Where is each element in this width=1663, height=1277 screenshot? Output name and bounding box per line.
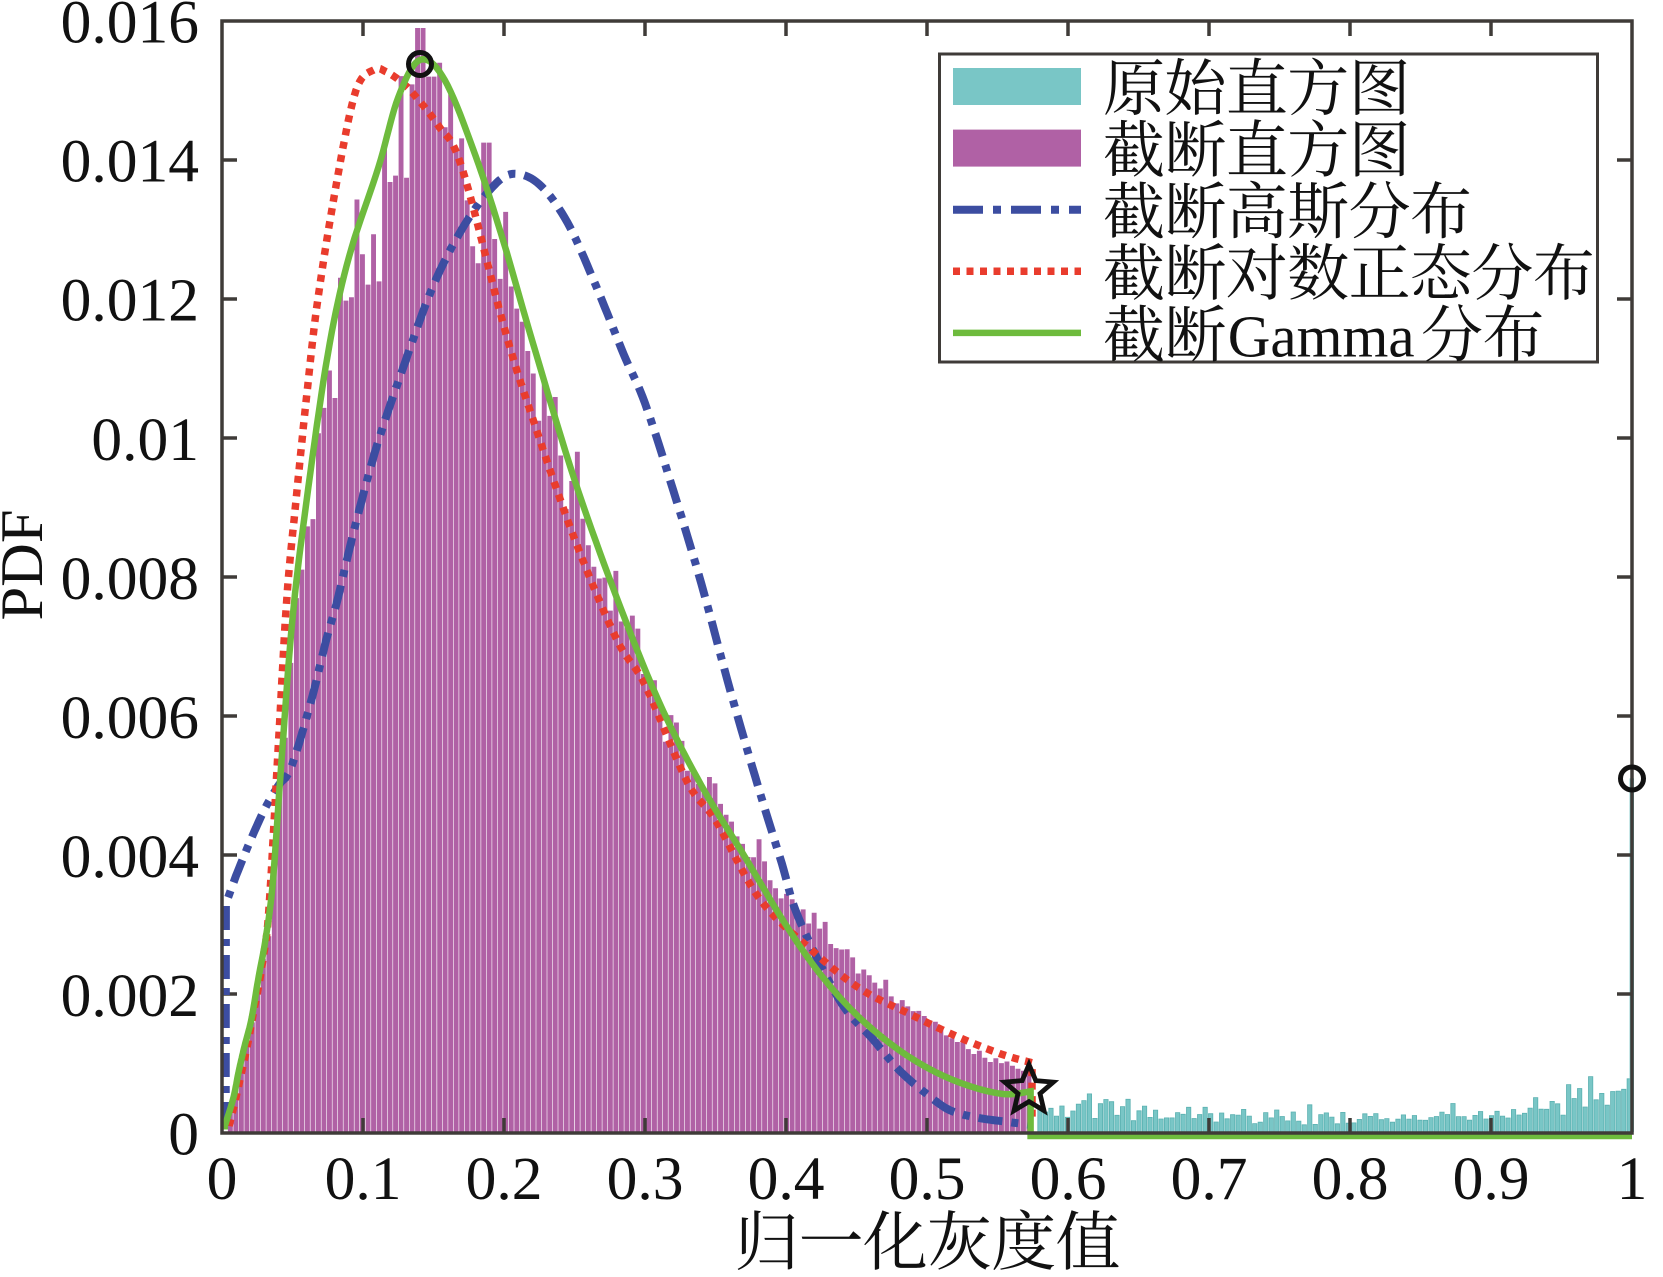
svg-text:Gamma: Gamma xyxy=(1228,304,1415,370)
svg-text:0.004: 0.004 xyxy=(61,823,199,891)
svg-text:0.7: 0.7 xyxy=(1171,1145,1248,1213)
svg-text:0: 0 xyxy=(207,1145,238,1213)
svg-text:0.006: 0.006 xyxy=(61,684,199,752)
svg-text:0.3: 0.3 xyxy=(607,1145,684,1213)
svg-text:0.002: 0.002 xyxy=(61,962,199,1030)
svg-text:0.1: 0.1 xyxy=(325,1145,402,1213)
svg-text:0.012: 0.012 xyxy=(61,267,199,335)
svg-text:0.01: 0.01 xyxy=(91,406,199,474)
svg-text:0: 0 xyxy=(168,1101,199,1169)
svg-text:0.4: 0.4 xyxy=(748,1145,825,1213)
svg-text:0.6: 0.6 xyxy=(1030,1145,1107,1213)
svg-text:PDF: PDF xyxy=(0,510,56,621)
svg-text:0.016: 0.016 xyxy=(61,0,199,57)
svg-text:0.5: 0.5 xyxy=(889,1145,966,1213)
svg-text:0.014: 0.014 xyxy=(61,128,199,196)
svg-text:0.2: 0.2 xyxy=(466,1145,543,1213)
svg-text:0.008: 0.008 xyxy=(61,545,199,613)
svg-text:1: 1 xyxy=(1617,1145,1648,1213)
svg-text:0.9: 0.9 xyxy=(1453,1145,1530,1213)
svg-text:0.8: 0.8 xyxy=(1312,1145,1389,1213)
